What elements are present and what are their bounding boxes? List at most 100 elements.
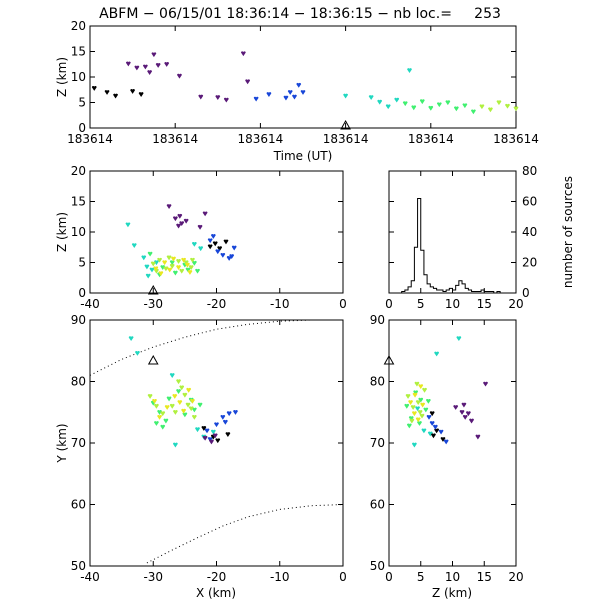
y-tick-label: 15: [71, 45, 86, 59]
y-tick-label: 20: [71, 19, 86, 33]
plot-points-x-z: [125, 204, 237, 295]
station-marker: [147, 284, 159, 295]
source-point: [169, 373, 175, 378]
source-point: [142, 64, 148, 70]
panel-time-height: 183614 183614 183614 183614 183614 1836140510…: [55, 19, 539, 163]
axis-ticks-x-z: -40 -30 -20 -10 0 0 5 10 15 20: [71, 164, 347, 311]
source-point: [135, 350, 140, 356]
y-tick-label: 5: [78, 96, 86, 110]
station-marker: [383, 355, 395, 365]
source-point: [220, 252, 226, 258]
xlabel-z-y: Z (km): [432, 586, 472, 600]
source-point: [157, 257, 162, 263]
source-point: [226, 256, 232, 261]
source-point: [415, 400, 421, 406]
source-point: [496, 100, 502, 106]
range-curve: [146, 504, 344, 564]
source-point: [150, 261, 156, 267]
y-tick-label: 40: [522, 225, 537, 239]
source-point: [343, 93, 348, 99]
y-tick-label: 60: [370, 498, 385, 512]
source-point: [166, 204, 172, 209]
x-tick-label: 20: [508, 570, 523, 584]
source-point: [191, 407, 197, 413]
plot-points-x-y: [128, 336, 238, 448]
x-tick-label: 0: [339, 570, 347, 584]
source-point: [417, 421, 422, 426]
source-point: [145, 273, 151, 279]
source-point: [479, 104, 485, 110]
source-point: [425, 398, 431, 404]
source-point: [162, 260, 168, 266]
source-point: [138, 92, 144, 97]
source-point: [413, 390, 419, 396]
source-point: [190, 398, 195, 404]
x-tick-label: 183614: [493, 132, 539, 146]
plot-frame-time-height: [89, 25, 517, 129]
x-tick-label: 10: [445, 570, 460, 584]
x-tick-label: -30: [143, 570, 163, 584]
source-point: [197, 402, 203, 408]
source-point: [166, 255, 172, 261]
source-point: [163, 266, 169, 272]
source-point: [300, 90, 306, 95]
source-point: [283, 95, 289, 101]
source-point: [172, 394, 178, 399]
source-point: [176, 389, 181, 394]
source-point: [436, 102, 442, 108]
y-tick-label: 20: [522, 256, 537, 270]
source-point: [483, 381, 488, 387]
source-point: [423, 407, 429, 413]
y-tick-label: 50: [71, 559, 86, 573]
source-point: [163, 418, 169, 424]
source-point: [164, 62, 170, 67]
source-point: [182, 392, 188, 398]
y-tick-label: 50: [370, 559, 385, 573]
axis-ticks-z-y: 0 5 10 15 20 50 60 70 80 90: [370, 313, 524, 584]
x-tick-label: -20: [207, 297, 227, 311]
source-point: [421, 428, 427, 434]
source-point: [183, 260, 189, 266]
source-point: [215, 95, 221, 100]
y-tick-label: 0: [522, 286, 530, 300]
source-point: [453, 106, 459, 112]
source-point: [428, 105, 434, 111]
source-point: [172, 270, 178, 276]
source-point: [405, 394, 411, 399]
plot-frame-histogram: [388, 170, 517, 294]
source-point: [185, 402, 191, 408]
source-point: [429, 421, 435, 426]
y-tick-label: 60: [71, 498, 86, 512]
y-tick-label: 90: [71, 313, 86, 327]
plot-frame-x-y: [89, 319, 344, 567]
source-point: [191, 241, 197, 247]
source-point: [240, 51, 246, 57]
source-point: [505, 103, 510, 109]
source-point: [414, 381, 420, 387]
x-tick-label: -20: [207, 570, 227, 584]
y-tick-label: 80: [370, 375, 385, 389]
source-point: [427, 431, 433, 437]
source-point: [187, 270, 193, 275]
source-point: [144, 264, 150, 270]
y-tick-label: 5: [78, 256, 86, 270]
plot-points-z-y: [383, 336, 488, 448]
source-point: [408, 416, 414, 421]
source-point: [385, 104, 391, 110]
source-point: [172, 410, 178, 415]
x-tick-label: 0: [339, 297, 347, 311]
source-point: [172, 216, 178, 222]
source-point: [253, 96, 259, 102]
source-point: [426, 414, 432, 420]
source-point: [169, 403, 175, 409]
source-point: [141, 255, 147, 261]
station-marker: [147, 355, 159, 365]
histogram-bars: [389, 197, 516, 294]
x-tick-label: 0: [385, 570, 393, 584]
source-point: [169, 260, 175, 266]
source-point: [181, 257, 187, 263]
source-point: [418, 384, 424, 390]
source-point: [202, 435, 208, 441]
y-tick-label: 70: [370, 436, 385, 450]
